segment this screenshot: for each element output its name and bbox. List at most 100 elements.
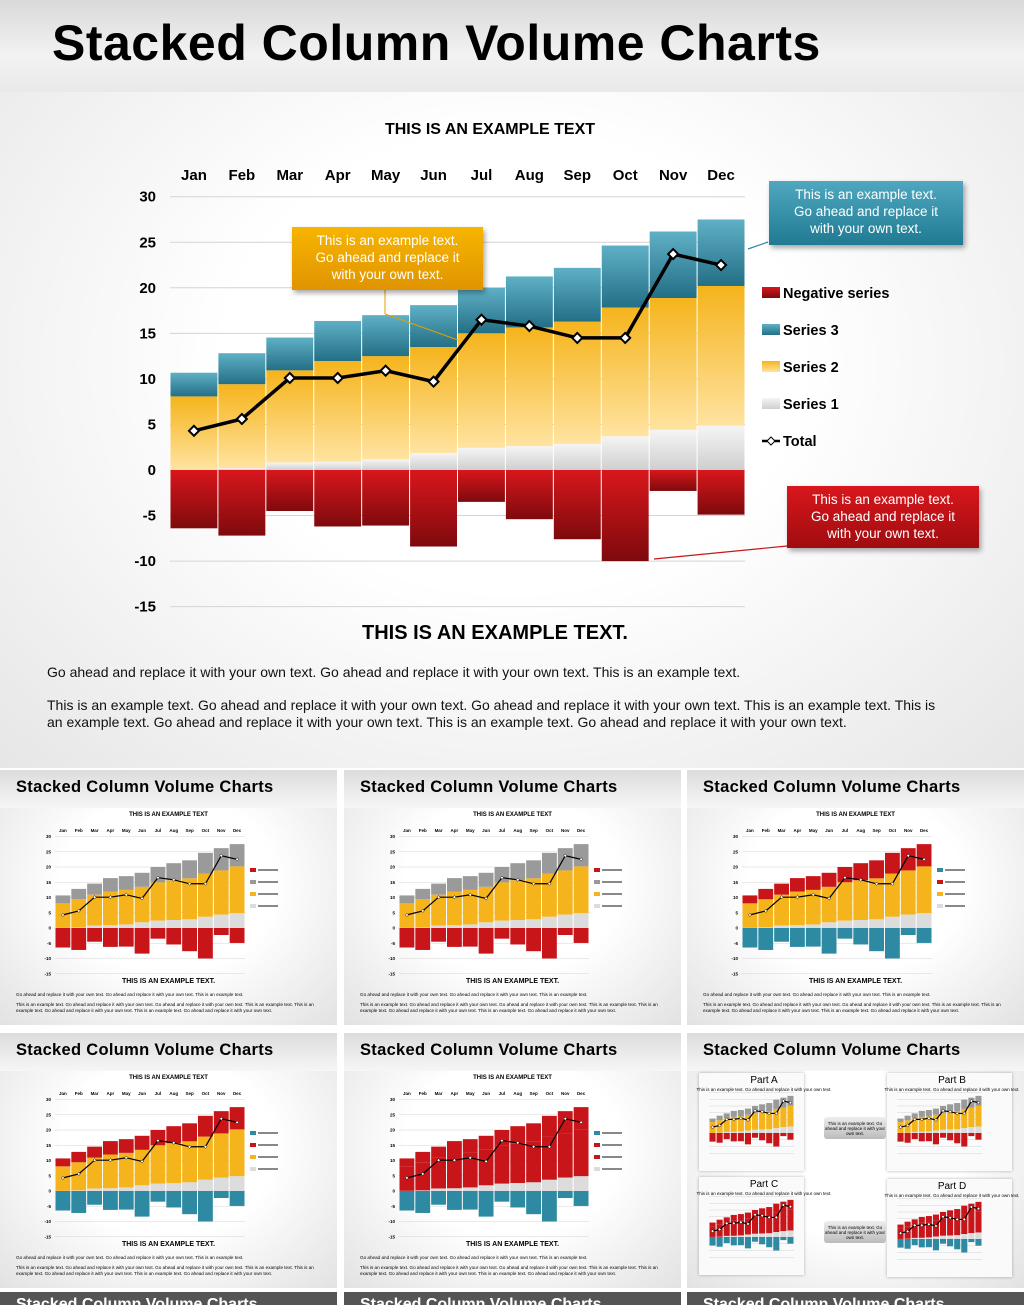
slide-thumbnail[interactable]: Stacked Column Volume Charts 30 25 20 15 10 5 0… — [344, 770, 681, 1025]
negative-series-bar — [773, 1237, 780, 1251]
total-point — [235, 1120, 240, 1125]
negative-series-bar — [494, 928, 510, 939]
y-tick-label: 15 — [46, 880, 52, 885]
thumbnail-title: Stacked Column Volume Charts — [344, 770, 681, 808]
x-category-label: Sep — [529, 828, 538, 833]
series-3-bar — [87, 1146, 102, 1158]
series-2-bar — [71, 899, 87, 928]
legend-label — [602, 905, 622, 907]
total-point — [420, 1171, 425, 1176]
x-category-label: May — [122, 1091, 131, 1096]
callout-arrow — [653, 545, 788, 560]
negative-series-bar — [805, 928, 821, 947]
series-3-bar — [494, 866, 510, 883]
negative-series-bar — [975, 1239, 982, 1246]
total-line — [900, 1206, 979, 1234]
negative-series-bar — [103, 1191, 118, 1210]
part-panel — [887, 1073, 1012, 1171]
series-3-bar — [954, 1209, 961, 1218]
total-point — [962, 1111, 967, 1116]
series-3-bar — [553, 267, 601, 322]
series-2-bar — [837, 882, 853, 921]
slide-thumbnail[interactable]: Stacked Column Volume Charts 30 25 20 15 10 5 0… — [344, 1033, 681, 1288]
slide-thumbnail[interactable]: Stacked Column Volume Charts 30 25 20 15 10 5 0… — [0, 1033, 337, 1288]
series-3-bar — [198, 1115, 213, 1137]
slide-thumbnail[interactable]: Stacked Column Volume Charts 30 25 20 15 10 5 0… — [0, 770, 337, 1025]
total-point — [187, 881, 192, 886]
series-1-bar — [198, 1179, 213, 1191]
legend-label — [602, 1156, 622, 1158]
x-category-label: Nov — [904, 828, 913, 833]
y-tick-label: 15 — [390, 1143, 396, 1148]
slide-thumbnail[interactable]: Stacked Column Volume Charts Part A This i… — [687, 1033, 1024, 1288]
series-1-bar — [229, 913, 245, 928]
total-point — [811, 892, 816, 897]
x-category-label: Oct — [202, 1091, 210, 1096]
series-2-bar — [940, 1218, 947, 1236]
series-1-bar — [947, 1129, 954, 1133]
callout-line: This is an example text. — [795, 187, 937, 202]
series-1-bar — [744, 1234, 751, 1237]
series-1-bar — [925, 1237, 932, 1239]
y-tick-label: 25 — [390, 849, 396, 854]
part-label: Part D — [937, 1181, 967, 1192]
legend-label: Series 1 — [783, 397, 839, 413]
legend-swatch — [594, 1155, 600, 1159]
series-1-bar — [766, 1129, 773, 1133]
negative-series-bar — [87, 1191, 102, 1205]
part-chart — [897, 1092, 982, 1154]
total-point — [404, 912, 409, 917]
y-tick-label: 20 — [390, 1128, 396, 1133]
series-1-bar — [773, 1128, 780, 1133]
legend-label: Series 3 — [783, 323, 839, 339]
legend-label — [258, 905, 278, 907]
part-panel — [699, 1073, 804, 1171]
total-point — [484, 896, 489, 901]
y-tick-label: 5 — [392, 1173, 395, 1178]
series-1-bar — [968, 1127, 975, 1133]
negative-series-bar — [774, 928, 789, 942]
series-3-bar — [415, 888, 431, 900]
slide-thumbnail[interactable]: Stacked Column Volume Charts 30 25 20 15 10 5 0… — [687, 770, 1024, 1025]
thumbnail-row3-title[interactable]: Stacked Column Volume Charts — [0, 1292, 337, 1305]
x-category-label: Jul — [842, 828, 849, 833]
negative-series-bar — [573, 1191, 589, 1206]
negative-series-bar — [431, 928, 446, 942]
y-tick-label: 5 — [392, 910, 395, 915]
total-point — [767, 1111, 772, 1116]
negative-series-bar — [752, 1237, 759, 1242]
series-3-bar — [182, 1123, 197, 1142]
total-point — [906, 853, 911, 858]
x-category-label: Jan — [181, 167, 207, 184]
x-category-label: Jan — [59, 828, 67, 833]
x-category-label: May — [122, 828, 131, 833]
series-1-bar — [730, 1131, 737, 1133]
y-tick-label: -10 — [388, 1219, 395, 1224]
total-point — [379, 364, 393, 378]
thumbnail-row3-title[interactable]: Stacked Column Volume Charts — [687, 1292, 1024, 1305]
series-1-bar — [118, 924, 134, 928]
negative-series-bar — [837, 928, 853, 939]
series-1-bar — [478, 922, 494, 928]
negative-series-bar — [478, 1191, 494, 1217]
total-point — [140, 1159, 145, 1164]
callout-line: Go ahead and replace it — [810, 509, 956, 524]
thumbnail-row3-title[interactable]: Stacked Column Volume Charts — [344, 1292, 681, 1305]
series-1-bar — [87, 925, 102, 928]
x-category-label: Sep — [872, 828, 881, 833]
total-point — [827, 896, 832, 901]
negative-series-bar — [766, 1237, 773, 1248]
total-point — [934, 1223, 938, 1228]
series-1-bar — [134, 1185, 150, 1191]
thumbnail-paragraph: This is an example text. Go ahead and re… — [360, 1002, 658, 1013]
x-category-label: Nov — [659, 167, 688, 184]
series-2-bar — [911, 1224, 918, 1238]
series-3-bar — [904, 1115, 911, 1121]
negative-series-bar — [940, 1133, 947, 1138]
series-3-bar — [415, 1151, 431, 1163]
series-2-bar — [954, 1111, 961, 1130]
y-tick-label: 20 — [46, 1128, 52, 1133]
x-category-label: Nov — [217, 828, 226, 833]
thumbnail-subtitle: THIS IS AN EXAMPLE TEXT — [129, 812, 208, 818]
y-tick-label: -15 — [388, 971, 395, 976]
